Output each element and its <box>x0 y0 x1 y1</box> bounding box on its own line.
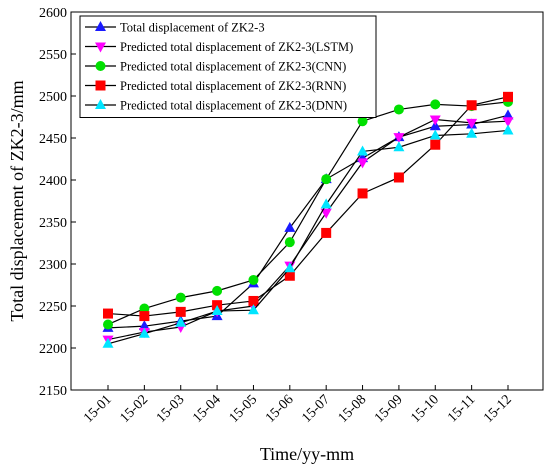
legend-marker <box>95 80 106 91</box>
data-point <box>139 311 150 322</box>
y-tick-label: 2450 <box>39 132 67 147</box>
data-point <box>138 320 150 331</box>
data-point <box>502 117 514 128</box>
data-point <box>466 118 478 129</box>
data-point <box>357 188 368 199</box>
legend-label: Predicted total displacement of ZK2-3(DN… <box>120 99 347 113</box>
series-3 <box>103 96 513 330</box>
data-point <box>502 109 514 120</box>
data-point <box>430 99 441 110</box>
data-point <box>503 91 513 102</box>
legend-marker <box>95 42 106 53</box>
y-tick-label: 2500 <box>39 90 67 105</box>
x-tick-label: 15-08 <box>336 392 370 426</box>
series-4 <box>103 91 513 322</box>
data-point <box>284 270 295 281</box>
data-point <box>466 127 478 138</box>
legend-label: Predicted total displacement of ZK2-3(LS… <box>120 40 353 54</box>
data-point <box>429 129 441 140</box>
series-line <box>107 96 509 317</box>
data-point <box>430 139 441 150</box>
x-tick-label: 15-02 <box>117 392 151 426</box>
data-point <box>321 174 332 185</box>
y-tick-label: 2400 <box>39 174 67 189</box>
x-axis-title: Time/yy-mm <box>260 444 354 464</box>
legend-marker <box>95 21 106 31</box>
legend-box <box>79 15 377 118</box>
data-point <box>103 319 113 330</box>
data-point <box>175 306 186 317</box>
data-point <box>357 116 368 127</box>
data-point <box>393 141 405 152</box>
data-point <box>429 115 441 126</box>
series-2 <box>102 115 514 346</box>
data-point <box>138 327 150 338</box>
data-point <box>212 285 223 296</box>
y-tick-label: 2600 <box>39 6 67 21</box>
x-tick-label: 15-06 <box>263 392 297 426</box>
legend-label: Predicted total displacement of ZK2-3(CN… <box>120 60 346 74</box>
data-point <box>320 208 332 219</box>
y-tick-label: 2200 <box>39 342 67 357</box>
data-point <box>466 100 477 111</box>
data-point <box>103 308 113 319</box>
series-5 <box>102 124 514 348</box>
x-axis: 15-01 15-02 15-03 15-04 15-05 15-06 15-07 15-08… <box>81 385 515 426</box>
data-point <box>139 303 150 314</box>
x-tick-label: 15-11 <box>445 392 478 425</box>
data-point <box>284 262 296 273</box>
y-axis: 2150 2200 2250 2300 2350 2400 2450 2500 2550 2600 <box>39 6 76 399</box>
x-tick-label: 15-04 <box>190 392 224 426</box>
data-point <box>284 221 296 232</box>
y-tick-label: 2250 <box>39 300 67 315</box>
data-point <box>248 295 259 306</box>
data-point <box>502 124 514 135</box>
series-1 <box>102 109 514 332</box>
data-point <box>284 237 295 248</box>
x-tick-label: 15-05 <box>227 392 261 426</box>
x-tick-label: 15-10 <box>408 392 442 426</box>
legend: Total displacement of ZK2-3 Predicted tot… <box>79 15 377 118</box>
data-point <box>393 104 404 115</box>
data-point <box>248 274 259 285</box>
data-point <box>175 292 186 303</box>
legend-marker <box>95 61 106 71</box>
data-point <box>357 145 369 156</box>
y-tick-label: 2300 <box>39 258 67 273</box>
x-tick-label: 15-09 <box>372 392 406 426</box>
x-tick-label: 15-07 <box>299 392 333 426</box>
y-axis-title: Total displacement of ZK2-3/mm <box>7 80 27 321</box>
legend-marker <box>95 99 106 109</box>
series-line <box>107 114 509 329</box>
data-point <box>247 304 259 315</box>
plot-frame <box>70 11 544 391</box>
data-point <box>357 158 369 169</box>
series-line <box>107 118 509 341</box>
legend-label: Predicted total displacement of ZK2-3(RN… <box>120 79 346 93</box>
y-tick-label: 2550 <box>39 48 67 63</box>
x-tick-label: 15-03 <box>154 392 188 426</box>
x-tick-label: 15-12 <box>481 392 515 426</box>
series-layer <box>102 91 514 348</box>
series-line <box>107 129 509 345</box>
data-point <box>102 337 114 348</box>
series-line <box>107 101 509 326</box>
data-point <box>320 198 332 209</box>
data-point <box>175 316 187 327</box>
x-tick-label: 15-01 <box>81 392 115 426</box>
data-point <box>211 305 223 316</box>
data-point <box>321 227 332 238</box>
y-tick-label: 2150 <box>39 384 67 399</box>
data-point <box>393 133 405 144</box>
legend-label: Total displacement of ZK2-3 <box>120 21 265 35</box>
y-tick-label: 2350 <box>39 216 67 231</box>
data-point <box>393 172 404 183</box>
